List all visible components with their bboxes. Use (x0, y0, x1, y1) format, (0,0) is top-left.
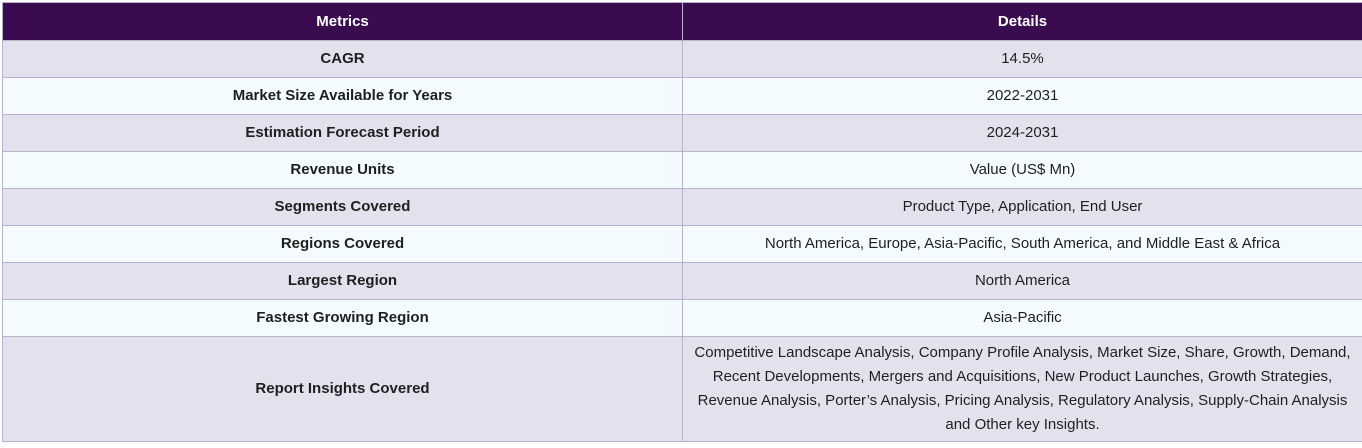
detail-cell: 14.5% (682, 40, 1362, 78)
detail-cell: 2022-2031 (682, 77, 1362, 115)
header-metrics: Metrics (2, 2, 683, 41)
metric-cell: Report Insights Covered (2, 336, 683, 442)
metric-cell: Revenue Units (2, 151, 683, 189)
detail-cell: Product Type, Application, End User (682, 188, 1362, 226)
detail-cell: 2024-2031 (682, 114, 1362, 152)
metric-cell: Market Size Available for Years (2, 77, 683, 115)
table-row: Regions Covered North America, Europe, A… (2, 225, 1362, 263)
table-row: Revenue Units Value (US$ Mn) (2, 151, 1362, 189)
detail-cell: North America (682, 262, 1362, 300)
metric-cell: Fastest Growing Region (2, 299, 683, 337)
detail-cell: Value (US$ Mn) (682, 151, 1362, 189)
table-row: Fastest Growing Region Asia-Pacific (2, 299, 1362, 337)
table-row: Market Size Available for Years 2022-203… (2, 77, 1362, 115)
table-row: Largest Region North America (2, 262, 1362, 300)
metric-cell: Estimation Forecast Period (2, 114, 683, 152)
table-row: Report Insights Covered Competitive Land… (2, 336, 1362, 442)
table-row: Segments Covered Product Type, Applicati… (2, 188, 1362, 226)
detail-cell: Asia-Pacific (682, 299, 1362, 337)
header-details: Details (682, 2, 1362, 41)
table-row: CAGR 14.5% (2, 40, 1362, 78)
metric-cell: Segments Covered (2, 188, 683, 226)
table-header-row: Metrics Details (2, 2, 1362, 41)
metric-cell: Largest Region (2, 262, 683, 300)
metric-cell: Regions Covered (2, 225, 683, 263)
detail-cell: Competitive Landscape Analysis, Company … (682, 336, 1362, 442)
detail-cell: North America, Europe, Asia-Pacific, Sou… (682, 225, 1362, 263)
table-row: Estimation Forecast Period 2024-2031 (2, 114, 1362, 152)
metric-cell: CAGR (2, 40, 683, 78)
